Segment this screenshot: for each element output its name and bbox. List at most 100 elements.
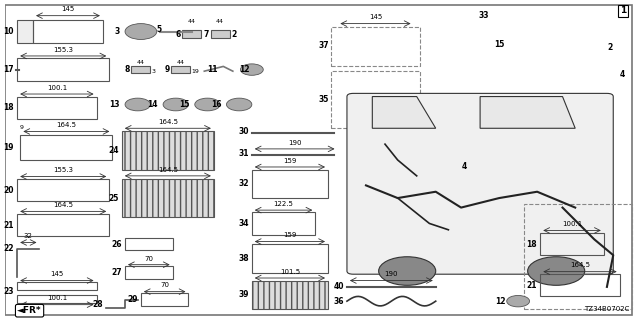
Text: 32: 32 — [24, 233, 33, 239]
Bar — [17, 214, 109, 236]
Text: 8: 8 — [125, 65, 130, 74]
Circle shape — [125, 98, 150, 111]
Text: ◄FR*: ◄FR* — [17, 306, 42, 315]
Text: 2: 2 — [607, 43, 612, 52]
Text: 145: 145 — [51, 271, 63, 277]
Text: 39: 39 — [238, 290, 249, 299]
Circle shape — [507, 295, 529, 307]
Text: 13: 13 — [109, 100, 120, 109]
Bar — [252, 281, 328, 309]
Text: 29: 29 — [127, 295, 138, 304]
Bar — [17, 20, 33, 43]
Bar — [17, 282, 97, 290]
Circle shape — [125, 24, 157, 39]
Circle shape — [527, 257, 585, 285]
Text: 164.5: 164.5 — [570, 262, 590, 268]
Bar — [17, 295, 97, 303]
Text: 23: 23 — [4, 287, 14, 296]
Text: 10: 10 — [4, 27, 14, 36]
Bar — [122, 179, 214, 217]
Bar — [540, 274, 620, 296]
Text: 14: 14 — [147, 100, 158, 109]
Bar — [125, 266, 173, 279]
Text: 100.1: 100.1 — [562, 221, 582, 227]
Text: 159: 159 — [284, 232, 296, 238]
Text: 3: 3 — [115, 27, 120, 36]
Text: 70: 70 — [144, 255, 154, 261]
Text: 145: 145 — [61, 6, 75, 12]
Text: 44: 44 — [188, 19, 196, 24]
Text: 70: 70 — [160, 283, 169, 288]
Text: 22: 22 — [4, 244, 14, 253]
Text: TZ34B0702C: TZ34B0702C — [584, 306, 629, 312]
Text: 11: 11 — [207, 65, 218, 74]
Circle shape — [163, 98, 188, 111]
Bar — [331, 27, 420, 67]
Text: 25: 25 — [108, 194, 118, 203]
Text: 21: 21 — [4, 220, 14, 229]
Text: 26: 26 — [111, 240, 122, 249]
Bar — [172, 67, 190, 73]
Text: 28: 28 — [92, 300, 103, 309]
Text: 15: 15 — [494, 40, 504, 49]
Text: 34: 34 — [238, 219, 249, 228]
Text: 40: 40 — [333, 282, 344, 292]
Text: 6: 6 — [175, 29, 181, 39]
Bar — [182, 30, 201, 38]
Polygon shape — [372, 97, 436, 128]
Text: 24: 24 — [108, 146, 118, 155]
Text: 4: 4 — [620, 70, 625, 79]
Text: 12: 12 — [239, 65, 250, 74]
Bar — [252, 244, 328, 273]
Text: 37: 37 — [319, 41, 329, 50]
Text: 190: 190 — [288, 140, 301, 146]
Text: 30: 30 — [238, 127, 249, 136]
Circle shape — [195, 98, 220, 111]
Bar — [540, 233, 604, 255]
Text: 2: 2 — [232, 29, 237, 39]
Bar — [122, 132, 214, 170]
Text: 9: 9 — [20, 125, 24, 130]
Text: 164.5: 164.5 — [53, 202, 73, 208]
Text: 19: 19 — [4, 143, 14, 152]
Text: 38: 38 — [238, 254, 249, 263]
Text: 18: 18 — [3, 103, 14, 112]
Circle shape — [379, 257, 436, 285]
Text: 19: 19 — [191, 69, 200, 74]
Text: 31: 31 — [238, 149, 249, 158]
Text: 164.5: 164.5 — [158, 167, 178, 173]
Bar — [17, 59, 109, 81]
Bar — [252, 212, 316, 235]
Text: 44: 44 — [216, 19, 224, 24]
Bar — [20, 135, 113, 160]
Text: 155.3: 155.3 — [53, 47, 73, 53]
Circle shape — [227, 98, 252, 111]
Text: 44: 44 — [177, 60, 185, 65]
Text: 9: 9 — [165, 65, 170, 74]
Text: 33: 33 — [478, 11, 488, 20]
Text: 159: 159 — [284, 158, 296, 164]
Text: 35: 35 — [319, 95, 329, 104]
Bar — [525, 204, 632, 309]
Text: 44: 44 — [137, 60, 145, 65]
Text: 155.3: 155.3 — [53, 167, 73, 173]
Text: 100.1: 100.1 — [47, 85, 67, 91]
Text: 17: 17 — [3, 65, 14, 74]
Text: 21: 21 — [527, 281, 537, 290]
Text: 100.1: 100.1 — [47, 295, 67, 301]
Text: 15: 15 — [179, 100, 189, 109]
Text: 1: 1 — [620, 6, 626, 15]
Bar — [33, 20, 103, 43]
Bar — [131, 67, 150, 73]
Text: 145: 145 — [369, 14, 382, 20]
Text: 36: 36 — [333, 297, 344, 306]
Bar — [211, 30, 230, 38]
Bar — [252, 170, 328, 198]
Bar — [17, 179, 109, 201]
Text: 4: 4 — [461, 162, 467, 171]
Text: 5: 5 — [157, 25, 162, 35]
Bar — [331, 71, 420, 128]
Circle shape — [241, 64, 263, 75]
Text: 32: 32 — [238, 179, 249, 188]
FancyBboxPatch shape — [347, 93, 613, 274]
